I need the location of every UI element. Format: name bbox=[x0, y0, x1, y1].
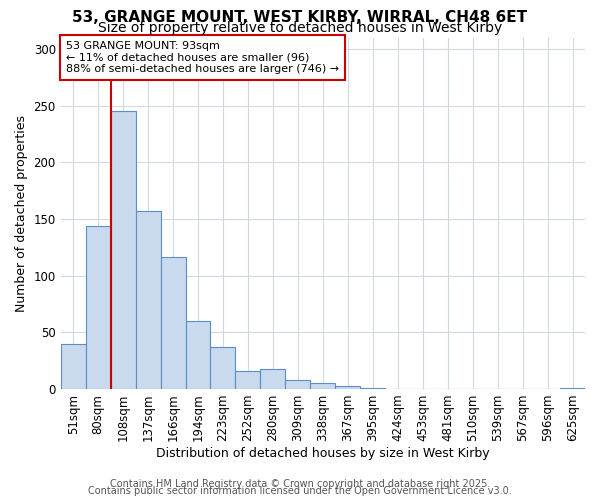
Y-axis label: Number of detached properties: Number of detached properties bbox=[15, 114, 28, 312]
Bar bbox=[211, 347, 235, 389]
X-axis label: Distribution of detached houses by size in West Kirby: Distribution of detached houses by size … bbox=[156, 447, 490, 460]
Bar bbox=[185, 321, 211, 389]
Bar bbox=[161, 258, 185, 389]
Bar bbox=[260, 368, 286, 389]
Bar bbox=[110, 111, 136, 389]
Bar bbox=[61, 344, 86, 389]
Bar bbox=[86, 226, 110, 389]
Text: Contains public sector information licensed under the Open Government Licence v3: Contains public sector information licen… bbox=[88, 486, 512, 496]
Bar bbox=[335, 386, 360, 389]
Bar bbox=[136, 211, 161, 389]
Bar bbox=[235, 371, 260, 389]
Text: Size of property relative to detached houses in West Kirby: Size of property relative to detached ho… bbox=[98, 21, 502, 35]
Bar bbox=[560, 388, 585, 389]
Text: Contains HM Land Registry data © Crown copyright and database right 2025.: Contains HM Land Registry data © Crown c… bbox=[110, 479, 490, 489]
Bar bbox=[360, 388, 385, 389]
Bar bbox=[286, 380, 310, 389]
Bar bbox=[310, 384, 335, 389]
Text: 53, GRANGE MOUNT, WEST KIRBY, WIRRAL, CH48 6ET: 53, GRANGE MOUNT, WEST KIRBY, WIRRAL, CH… bbox=[73, 10, 527, 25]
Text: 53 GRANGE MOUNT: 93sqm
← 11% of detached houses are smaller (96)
88% of semi-det: 53 GRANGE MOUNT: 93sqm ← 11% of detached… bbox=[66, 41, 339, 74]
